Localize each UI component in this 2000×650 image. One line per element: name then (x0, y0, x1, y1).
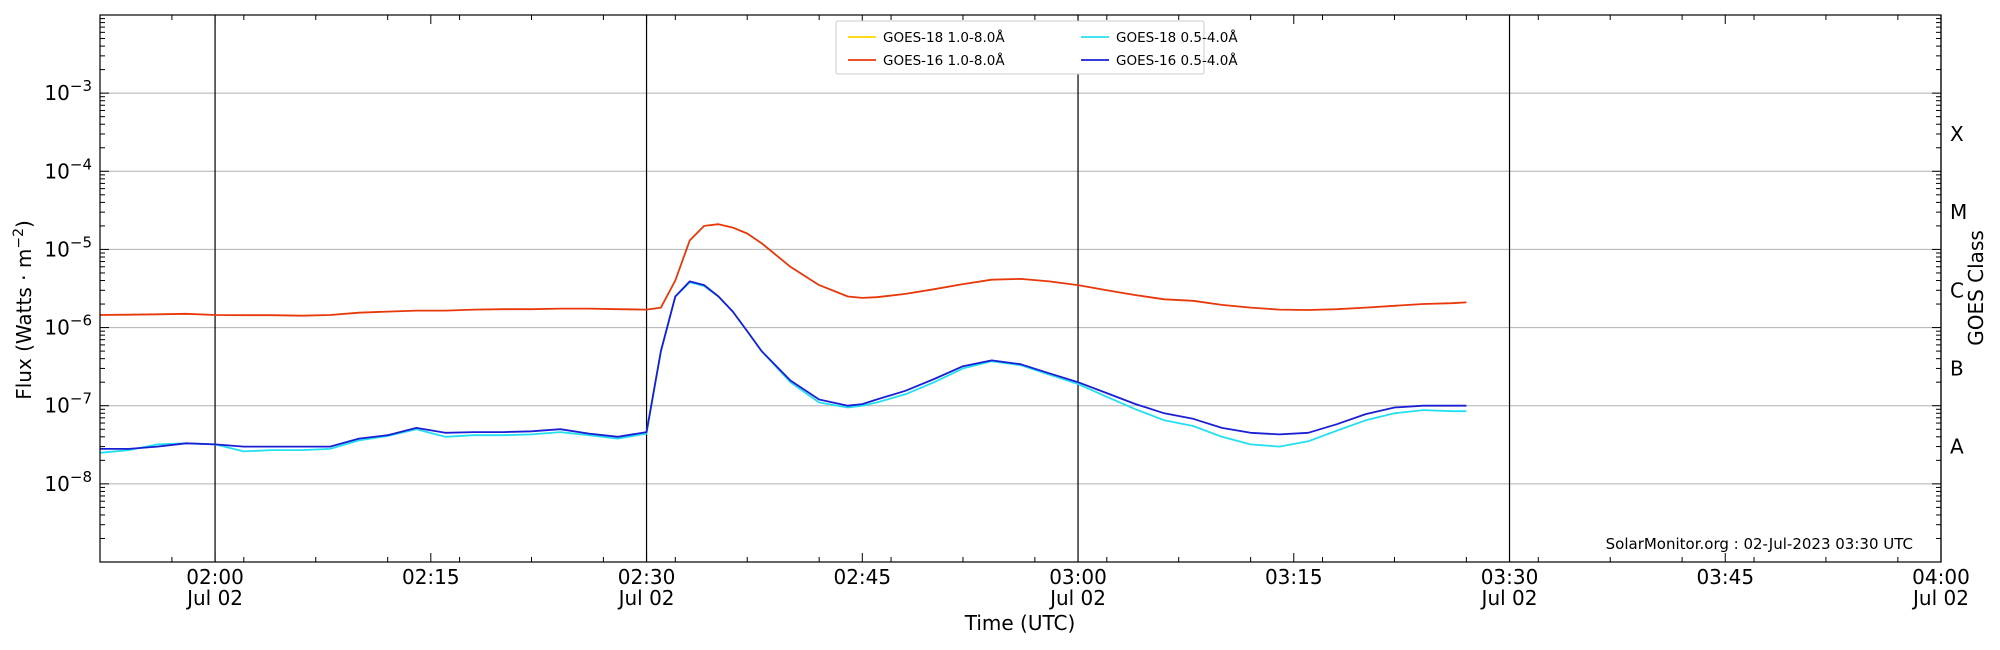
y-tick-label: 10−5 (44, 233, 92, 261)
x-axis-label: Time (UTC) (964, 611, 1076, 635)
x-tick-label: 02:00 (186, 565, 244, 589)
y-tick-labels: 10−8 10−7 10−6 10−5 10−4 10−3 (44, 77, 92, 496)
x-tick-sublabel: Jul 02 (1048, 586, 1106, 610)
legend-label: GOES-16 0.5-4.0Å (1116, 52, 1238, 69)
y-axis-label: Flux (Watts · m−2) (11, 220, 36, 400)
x-tick-label: 03:00 (1049, 565, 1107, 589)
watermark: SolarMonitor.org : 02-Jul-2023 03:30 UTC (1606, 535, 1913, 553)
y-tick-label: 10−3 (44, 77, 92, 105)
plot-frame (99, 14, 1942, 563)
x-tick-label: 03:15 (1265, 565, 1323, 589)
goes-class-labels: A B C M X (1950, 122, 1967, 459)
goes-class-label: X (1950, 122, 1964, 146)
legend-label: GOES-16 1.0-8.0Å (883, 52, 1005, 69)
legend-label: GOES-18 1.0-8.0Å (883, 29, 1005, 46)
x-tick-sublabel: Jul 02 (617, 586, 675, 610)
series-line (100, 280, 1467, 450)
legend-box (835, 20, 1205, 75)
x-tick-sublabel: Jul 02 (1480, 586, 1538, 610)
x-tick-label: 03:45 (1696, 565, 1754, 589)
x-tick-label: 04:00 (1912, 565, 1970, 589)
goes-class-label: M (1950, 200, 1967, 224)
legend: GOES-18 1.0-8.0Å GOES-16 1.0-8.0Å GOES-18 … (835, 20, 1238, 75)
x-tick-label: 02:30 (618, 565, 676, 589)
x-tick-label: 02:45 (833, 565, 891, 589)
legend-label: GOES-18 0.5-4.0Å (1116, 29, 1238, 46)
goes-class-label: C (1950, 278, 1964, 302)
y-tick-label: 10−6 (44, 312, 92, 340)
goes-class-label: A (1950, 435, 1964, 459)
y-tick-label: 10−8 (44, 468, 92, 496)
y2-axis-label: GOES Class (1964, 230, 1988, 346)
goes-class-label: B (1950, 356, 1964, 380)
series-lines (99, 223, 1467, 454)
grid-lines (100, 92, 1941, 485)
y-axis-label-superscript: −2 (11, 228, 27, 249)
y-tick-label: 10−4 (44, 155, 92, 183)
axis-ticks (99, 15, 1942, 563)
x-tick-sublabel: Jul 02 (185, 586, 243, 610)
x-tick-label: 03:30 (1481, 565, 1539, 589)
x-tick-label: 02:15 (402, 565, 460, 589)
x-tick-sublabel: Jul 02 (1911, 586, 1969, 610)
y-tick-label: 10−7 (44, 390, 92, 418)
series-line (99, 223, 1467, 317)
